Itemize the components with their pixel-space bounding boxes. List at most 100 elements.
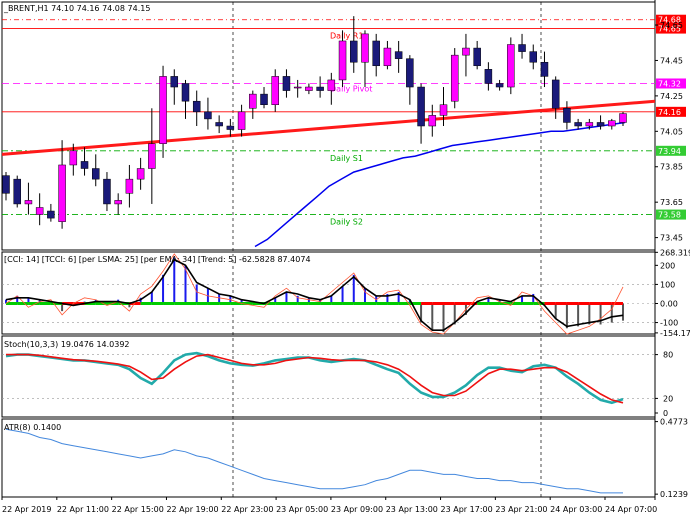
cci-y-tick-label: 100 — [660, 280, 675, 289]
level-label: Daily Pivot — [330, 84, 372, 93]
price-tag-label: 73.58 — [658, 211, 681, 220]
price-tag — [656, 23, 686, 34]
candle-body — [148, 143, 156, 169]
candle-body — [450, 54, 459, 102]
level-label: Daily S1 — [330, 154, 363, 163]
price-tag-label: 74.65 — [658, 25, 681, 34]
x-tick-label: 22 Apr 2019 — [2, 505, 51, 514]
candle-body — [428, 115, 437, 127]
candle-body — [563, 108, 571, 123]
candle-body — [507, 44, 515, 88]
price-tag — [656, 145, 686, 156]
x-tick-label: 24 Apr 03:00 — [550, 505, 602, 514]
candle-body — [215, 122, 223, 127]
time-axis: 22 Apr 2019 22 Apr 11:00 22 Apr 15:00 22 Ap… — [1, 497, 657, 514]
candle-body — [249, 93, 257, 109]
y-tick-label: 74.45 — [660, 56, 683, 65]
candle-body — [338, 40, 347, 81]
candle-body — [282, 76, 291, 91]
tcci-line — [5, 253, 624, 335]
stoch-y-tick-label: 20 — [663, 394, 673, 403]
x-tick-label: 22 Apr 15:00 — [112, 505, 164, 514]
candle-body — [462, 47, 470, 56]
price-tag-label: 74.16 — [658, 108, 681, 117]
candle-body — [316, 86, 324, 91]
candle-body — [69, 150, 78, 166]
panel-frame-main — [1, 1, 656, 251]
price-tag — [656, 78, 686, 89]
candle-body — [540, 61, 549, 77]
candle-body — [136, 168, 145, 180]
candle-body — [417, 86, 425, 127]
candle-body — [383, 47, 392, 67]
candle-body — [293, 86, 302, 89]
candle-body — [2, 175, 10, 194]
y-tick-label: 74.25 — [660, 92, 683, 101]
x-tick-label: 22 Apr 23:00 — [221, 505, 273, 514]
atr-y-tick-label: 0.4773 — [660, 418, 688, 427]
candle-body — [237, 111, 246, 130]
panel-frame-atr — [1, 418, 656, 498]
candle-body — [204, 111, 212, 120]
candle-body — [103, 178, 111, 205]
candle-body — [192, 100, 201, 113]
cci-y-tick-label: 0.00 — [660, 299, 678, 308]
cci-y-tick-label: -154.176 — [660, 329, 690, 338]
candle-body — [518, 44, 526, 52]
stoch-y-tick-label: 80 — [663, 351, 673, 360]
candle-body — [473, 47, 481, 67]
candle-body — [406, 58, 414, 88]
level-label: Daily S2 — [330, 218, 363, 227]
candle-body — [585, 122, 594, 127]
vertical-grid — [232, 2, 542, 497]
candle-body — [58, 164, 66, 222]
x-tick-label: 23 Apr 17:00 — [441, 505, 493, 514]
ema-line — [254, 121, 626, 248]
atr-y-tick-label: 0.1239 — [660, 490, 688, 499]
candle-body — [305, 86, 313, 91]
x-tick-label: 23 Apr 21:00 — [495, 505, 547, 514]
main-title: _BRENT,H1 74.10 74.16 74.08 74.15 — [3, 4, 150, 13]
cci-panel — [2, 253, 655, 335]
candle-body — [350, 40, 358, 63]
candle-body — [170, 76, 179, 88]
price-tag — [656, 106, 686, 117]
cci-y-tick-label: -100 — [660, 319, 678, 328]
candle-body — [91, 168, 100, 180]
atr-title: ATR(8) 0.1400 — [4, 423, 61, 432]
stoch-main-line — [5, 351, 624, 405]
candle-body — [596, 122, 605, 127]
y-tick-label: 74.65 — [660, 21, 683, 30]
candle-body — [551, 79, 560, 109]
panel-frames — [1, 0, 656, 500]
candle-body — [495, 83, 504, 88]
price-tag — [656, 14, 686, 25]
y-tick-label: 74.05 — [660, 127, 683, 136]
candle-body — [13, 178, 21, 205]
trend-line — [1, 99, 656, 156]
candle-body — [439, 104, 448, 116]
candle-body — [181, 83, 190, 102]
panel-titles: _BRENT,H1 74.10 74.16 74.08 74.15 [CCI: … — [3, 4, 311, 432]
cci-y-tick-label: 268.319 — [660, 248, 690, 257]
candle-body — [608, 120, 616, 127]
cci-signal-line — [5, 258, 624, 331]
y-tick-label: 73.45 — [660, 234, 683, 243]
candle-body — [394, 51, 403, 59]
price-tag — [656, 209, 686, 220]
y-tick-label: 73.85 — [660, 163, 683, 172]
atr-line — [5, 428, 623, 494]
stoch-title: Stoch(10,3,3) 19.0476 14.0392 — [4, 340, 130, 349]
candle-body — [361, 33, 369, 63]
x-tick-label: 23 Apr 13:00 — [386, 505, 438, 514]
candle-body — [529, 51, 538, 63]
candle-body — [574, 122, 582, 127]
stoch-y-tick-label: 0 — [663, 409, 668, 418]
x-tick-label: 23 Apr 05:00 — [276, 505, 328, 514]
price-tag-label: 74.68 — [658, 16, 681, 25]
x-tick-label: 22 Apr 11:00 — [57, 505, 109, 514]
candle-body — [327, 79, 336, 91]
